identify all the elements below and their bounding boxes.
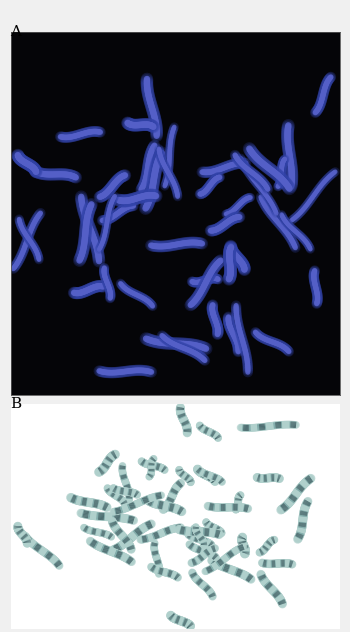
Text: A: A bbox=[10, 25, 21, 39]
Text: B: B bbox=[10, 397, 22, 411]
